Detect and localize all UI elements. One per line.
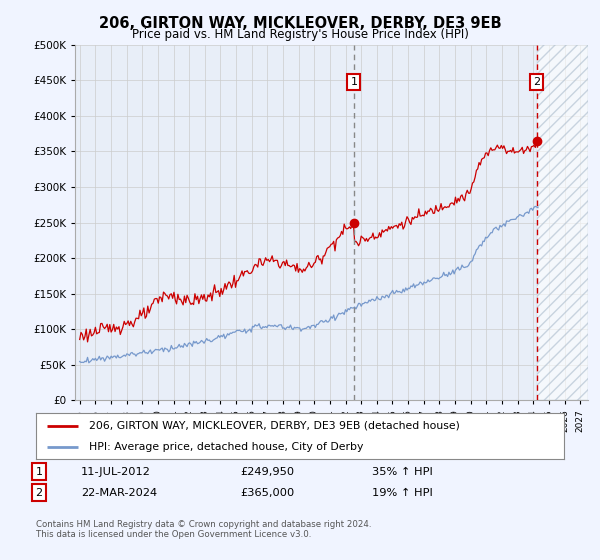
Text: Price paid vs. HM Land Registry's House Price Index (HPI): Price paid vs. HM Land Registry's House … — [131, 28, 469, 41]
Text: 2: 2 — [533, 77, 540, 87]
Text: 22-MAR-2024: 22-MAR-2024 — [81, 488, 157, 498]
Text: 1: 1 — [35, 466, 43, 477]
Text: 19% ↑ HPI: 19% ↑ HPI — [372, 488, 433, 498]
Text: 1: 1 — [350, 77, 358, 87]
Text: £365,000: £365,000 — [240, 488, 294, 498]
Text: HPI: Average price, detached house, City of Derby: HPI: Average price, detached house, City… — [89, 442, 363, 452]
Text: 11-JUL-2012: 11-JUL-2012 — [81, 466, 151, 477]
Text: 206, GIRTON WAY, MICKLEOVER, DERBY, DE3 9EB (detached house): 206, GIRTON WAY, MICKLEOVER, DERBY, DE3 … — [89, 421, 460, 431]
Text: 35% ↑ HPI: 35% ↑ HPI — [372, 466, 433, 477]
Text: 2: 2 — [35, 488, 43, 498]
Text: Contains HM Land Registry data © Crown copyright and database right 2024.
This d: Contains HM Land Registry data © Crown c… — [36, 520, 371, 539]
Text: 206, GIRTON WAY, MICKLEOVER, DERBY, DE3 9EB: 206, GIRTON WAY, MICKLEOVER, DERBY, DE3 … — [98, 16, 502, 31]
Text: £249,950: £249,950 — [240, 466, 294, 477]
